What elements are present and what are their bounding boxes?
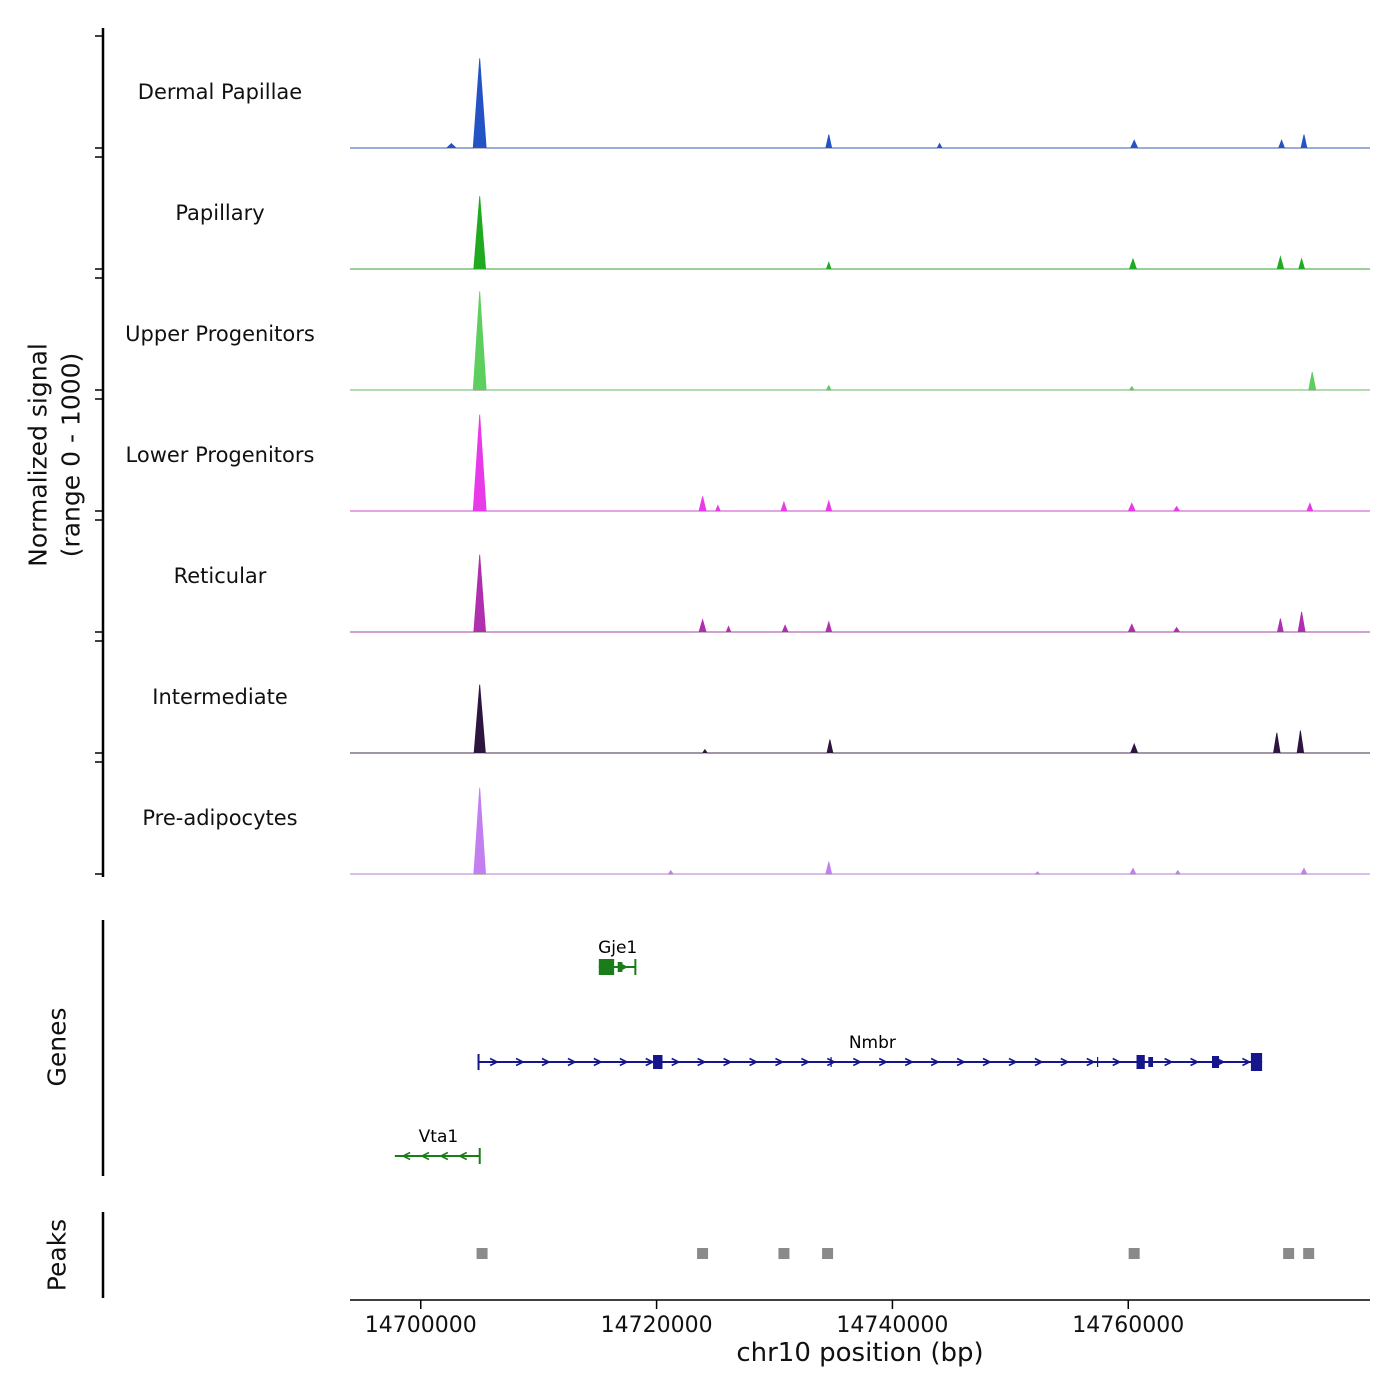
x-axis-tick-label: 14700000 [365, 1313, 477, 1338]
track-label-upper-progenitors: Upper Progenitors [125, 322, 315, 346]
peak-call-marker [697, 1248, 709, 1259]
gene-name-label: Gje1 [598, 938, 637, 958]
gene-strand-arrow [515, 1057, 525, 1067]
track-label-reticular: Reticular [173, 564, 267, 588]
signal-track-4 [350, 414, 1370, 512]
signal-track-5 [350, 554, 1370, 633]
gene-strand-arrow [567, 1057, 577, 1067]
peak-call-marker [822, 1248, 834, 1259]
gene-strand-arrow [401, 1151, 411, 1161]
track-label-dermal-papillae: Dermal Papillae [137, 80, 303, 104]
gene-strand-arrow [671, 1057, 681, 1067]
gene-strand-arrow [457, 1151, 468, 1161]
signal-track-1 [350, 58, 1370, 149]
gene-strand-arrow [1034, 1057, 1044, 1067]
x-axis-tick-label: 14740000 [836, 1313, 948, 1338]
peak-call-marker [476, 1248, 488, 1259]
gene-strand-arrow [852, 1057, 863, 1067]
peak-call-marker [1128, 1248, 1140, 1259]
gene-strand-arrow [1086, 1057, 1096, 1067]
gene-exon [617, 962, 623, 972]
x-axis-tick-label: 14760000 [1072, 1313, 1184, 1338]
gene-strand-arrow [982, 1057, 992, 1067]
gene-strand-arrow [1060, 1057, 1070, 1067]
x-axis-tick-label: 14720000 [601, 1313, 713, 1338]
genes-section-label: Genes [42, 1007, 72, 1087]
peaks-section-label: Peaks [42, 1218, 72, 1292]
gene-strand-arrow [619, 1057, 629, 1067]
gene-strand-arrow [1164, 1057, 1174, 1067]
signal-track-2 [350, 196, 1370, 270]
gene-strand-arrow [697, 1057, 707, 1067]
gene-exon [1250, 1053, 1263, 1071]
gene-name-label: Vta1 [419, 1127, 459, 1147]
gene-exon [1136, 1055, 1145, 1069]
gene-strand-arrow [826, 1057, 837, 1067]
gene-exon [598, 959, 615, 975]
gene-exon [1148, 1057, 1154, 1067]
peak-call-marker [1303, 1248, 1315, 1259]
track-label-pre-adipocytes: Pre-adipocytes [142, 806, 298, 830]
x-axis-label: chr10 position (bp) [736, 1338, 984, 1368]
gene-strand-arrow [1008, 1057, 1018, 1067]
gene-strand-arrow [1112, 1057, 1122, 1067]
signal-track-7 [350, 787, 1370, 875]
gene-strand-arrow [439, 1151, 449, 1161]
signal-track-3 [350, 291, 1370, 391]
gene-strand-arrow [749, 1057, 759, 1067]
gene-strand-arrow [801, 1057, 811, 1067]
gene-strand-arrow [723, 1057, 733, 1067]
y-axis-label: Normalized signal (range 0 - 1000) [23, 343, 86, 567]
gene-strand-arrow [775, 1057, 785, 1067]
peak-call-marker [778, 1248, 790, 1259]
peak-call-marker [1283, 1248, 1295, 1259]
gene-strand-arrow [645, 1057, 655, 1067]
track-label-lower-progenitors: Lower Progenitors [125, 443, 315, 467]
gene-strand-arrow [1242, 1057, 1252, 1067]
gene-exon [653, 1055, 663, 1069]
track-label-papillary: Papillary [175, 201, 265, 225]
gene-strand-arrow [420, 1151, 430, 1161]
gene-exon [1211, 1056, 1220, 1068]
gene-strand-arrow [904, 1057, 914, 1067]
gene-strand-arrow [541, 1057, 551, 1067]
gene-strand-arrow [956, 1057, 966, 1067]
gene-strand-arrow [593, 1057, 603, 1067]
gene-strand-arrow [489, 1057, 499, 1067]
track-label-intermediate: Intermediate [152, 685, 288, 709]
gene-strand-arrow [1190, 1057, 1200, 1067]
gene-strand-arrow [930, 1057, 940, 1067]
gene-name-label: Nmbr [849, 1033, 896, 1053]
signal-track-6 [350, 684, 1370, 754]
gene-strand-arrow [878, 1057, 889, 1067]
